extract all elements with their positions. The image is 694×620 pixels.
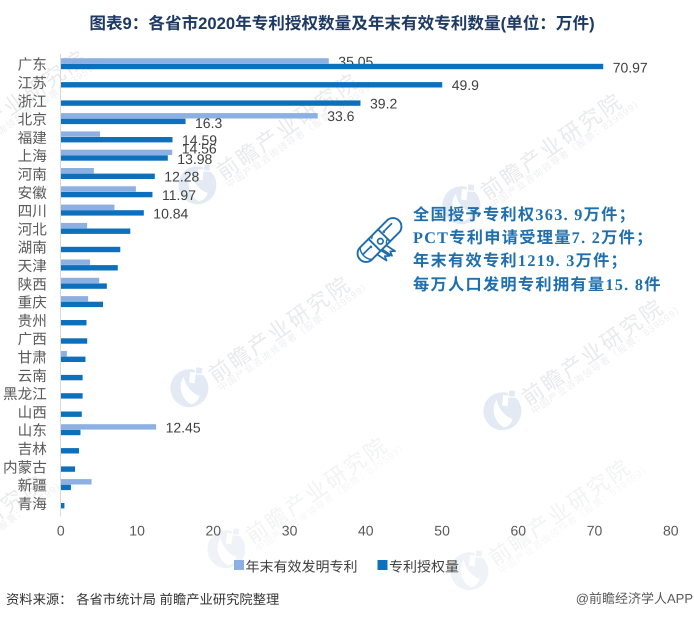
svg-text:0: 0 — [57, 523, 65, 539]
svg-text:甘肃: 甘肃 — [18, 350, 47, 367]
svg-text:20: 20 — [206, 523, 222, 539]
svg-text:16.3: 16.3 — [195, 115, 222, 131]
svg-text:广东: 广东 — [18, 57, 47, 74]
svg-text:广西: 广西 — [18, 331, 47, 348]
svg-text:14.59: 14.59 — [182, 132, 217, 148]
svg-text:70: 70 — [587, 523, 603, 539]
svg-text:33.6: 33.6 — [327, 108, 354, 124]
svg-text:山西: 山西 — [18, 404, 47, 421]
svg-text:上海: 上海 — [18, 148, 48, 165]
svg-text:贵州: 贵州 — [18, 313, 47, 330]
svg-text:60: 60 — [511, 523, 527, 539]
svg-text:北京: 北京 — [18, 112, 47, 129]
svg-text:重庆: 重庆 — [18, 295, 48, 312]
svg-text:70.97: 70.97 — [613, 59, 648, 75]
svg-text:湖南: 湖南 — [18, 240, 47, 257]
svg-text:12.28: 12.28 — [164, 169, 199, 185]
svg-text:浙江: 浙江 — [18, 93, 48, 110]
svg-text:40: 40 — [358, 523, 374, 539]
svg-text:新疆: 新疆 — [18, 478, 47, 495]
svg-text:四川: 四川 — [18, 204, 47, 220]
svg-text:福建: 福建 — [18, 130, 48, 147]
svg-text:14.56: 14.56 — [182, 141, 217, 157]
svg-text:河北: 河北 — [18, 221, 48, 238]
svg-text:黑龙江: 黑龙江 — [3, 386, 47, 403]
svg-text:49.9: 49.9 — [452, 77, 479, 93]
svg-text:11.97: 11.97 — [162, 187, 196, 203]
svg-text:陕西: 陕西 — [18, 276, 47, 293]
svg-text:13.98: 13.98 — [177, 151, 212, 167]
svg-text:河南: 河南 — [18, 167, 47, 184]
svg-text:39.2: 39.2 — [370, 96, 397, 112]
svg-text:80: 80 — [663, 523, 679, 539]
svg-text:12.45: 12.45 — [166, 419, 201, 435]
svg-text:年末有效发明专利: 年末有效发明专利 — [246, 558, 358, 574]
svg-text:10.84: 10.84 — [153, 205, 188, 221]
svg-text:天津: 天津 — [18, 258, 47, 275]
svg-text:安徽: 安徽 — [18, 185, 48, 202]
svg-text:山东: 山东 — [18, 423, 47, 440]
svg-text:50: 50 — [434, 523, 450, 539]
svg-text:青海: 青海 — [18, 496, 48, 513]
svg-text:专利授权量: 专利授权量 — [389, 558, 459, 574]
svg-text:吉林: 吉林 — [18, 441, 48, 458]
svg-text:10: 10 — [129, 523, 145, 539]
svg-text:江苏: 江苏 — [18, 75, 47, 92]
svg-text:30: 30 — [282, 523, 298, 539]
svg-text:云南: 云南 — [18, 368, 47, 385]
svg-text:内蒙古: 内蒙古 — [3, 459, 47, 476]
